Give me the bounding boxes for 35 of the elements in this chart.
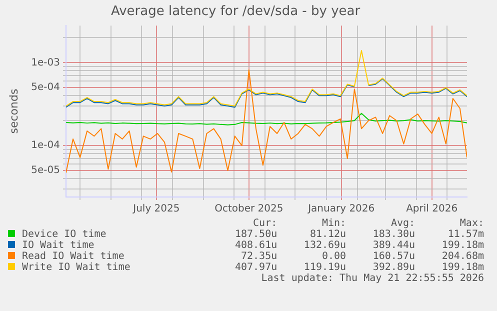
text: 389.44u	[372, 240, 416, 251]
chart-title: Average latency for /dev/sda - by year	[110, 4, 361, 20]
text: 81.12u	[308, 229, 346, 240]
text: 0.00	[320, 251, 346, 262]
x-tick-label: January 2026	[307, 204, 375, 215]
legend-label: Device IO time	[21, 229, 108, 240]
text: Max:	[458, 218, 484, 229]
text: Min:	[320, 218, 346, 229]
text: 204.68m	[440, 251, 484, 262]
y-tick-label: 5e-05	[31, 165, 60, 176]
text: 187.50u	[234, 229, 278, 240]
legend-label: Write IO Wait time	[21, 262, 132, 273]
text: Cur:	[252, 218, 278, 229]
x-tick-label: April 2026	[406, 204, 458, 215]
text: 407.97u	[234, 262, 278, 273]
y-tick-label: 1e-04	[31, 140, 60, 152]
text: 199.18m	[440, 262, 484, 273]
legend-label: Read IO Wait time	[21, 251, 126, 262]
text: 11.57m	[446, 229, 484, 240]
text: 132.69u	[302, 240, 346, 251]
text: 199.18m	[440, 240, 484, 251]
legend-label: IO Wait time	[21, 240, 96, 251]
y-axis-title: seconds	[7, 88, 20, 134]
text: Last update: Thu May 21 22:55:55 2026	[260, 273, 484, 284]
y-tick-label: 5e-04	[31, 82, 60, 94]
y-tick-label: 1e-03	[31, 57, 60, 68]
text: Avg:	[390, 218, 416, 229]
x-tick-label: July 2025	[132, 204, 180, 215]
text: 119.19u	[302, 262, 346, 273]
text: 160.57u	[372, 251, 416, 262]
text: 72.35u	[240, 251, 278, 262]
text: 183.30u	[372, 229, 416, 240]
text: 392.89u	[372, 262, 416, 273]
x-tick-label: October 2025	[214, 204, 284, 215]
text: 408.61u	[234, 240, 278, 251]
